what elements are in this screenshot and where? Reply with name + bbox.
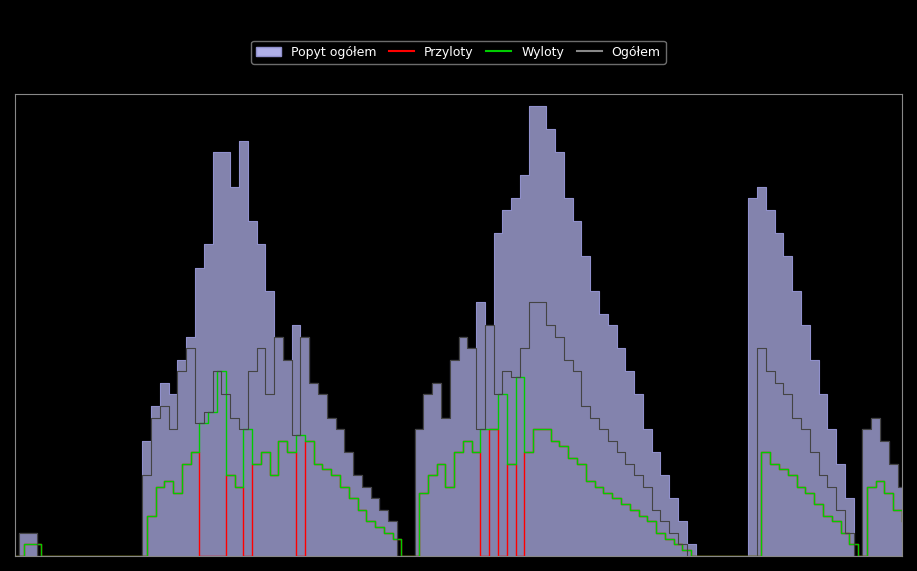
Legend: Popyt ogółem, Przyloty, Wyloty, Ogółem: Popyt ogółem, Przyloty, Wyloty, Ogółem	[251, 41, 666, 64]
